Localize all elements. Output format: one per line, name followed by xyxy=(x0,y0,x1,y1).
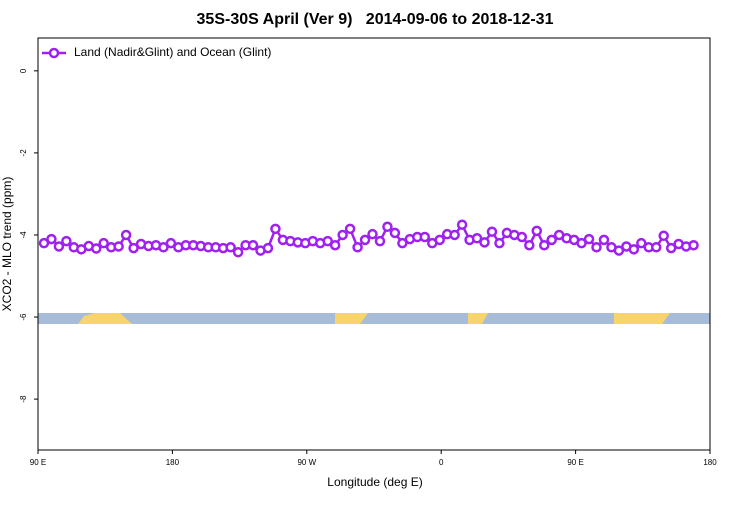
point xyxy=(658,230,669,242)
y-tick-label: -6 xyxy=(19,313,28,321)
point xyxy=(322,235,333,247)
point xyxy=(688,239,699,251)
point xyxy=(494,237,505,249)
point xyxy=(524,239,535,251)
point xyxy=(397,237,408,249)
point xyxy=(38,237,50,249)
point xyxy=(486,226,498,237)
x-tick-label: 90 W xyxy=(297,458,316,467)
point xyxy=(419,231,431,243)
point xyxy=(665,242,677,254)
point xyxy=(650,242,662,253)
point xyxy=(628,244,640,255)
point xyxy=(165,237,177,249)
point xyxy=(352,242,363,253)
point xyxy=(270,223,281,235)
point xyxy=(53,241,65,252)
point xyxy=(591,242,602,253)
point xyxy=(98,237,109,249)
point xyxy=(113,241,124,252)
y-tick-label: -2 xyxy=(19,149,28,157)
x-tick-label: 180 xyxy=(703,458,717,467)
point xyxy=(262,242,274,254)
point xyxy=(516,231,528,243)
x-tick-label: 90 E xyxy=(567,458,583,467)
point xyxy=(158,242,169,253)
point xyxy=(232,246,244,258)
point xyxy=(613,245,625,256)
point xyxy=(576,237,587,249)
point xyxy=(128,242,139,254)
point xyxy=(374,235,386,247)
y-tick-label: -8 xyxy=(19,395,28,403)
point xyxy=(337,229,348,241)
chart-title: 35S-30S April (Ver 9) 2014-09-06 to 2018… xyxy=(197,11,554,28)
point xyxy=(61,235,72,247)
point xyxy=(538,239,550,251)
y-tick-label: 0 xyxy=(19,68,28,73)
point xyxy=(367,228,378,240)
point xyxy=(329,239,341,251)
legend-marker xyxy=(48,47,60,59)
point xyxy=(531,225,543,237)
point xyxy=(344,223,356,235)
point xyxy=(546,234,557,246)
x-axis-label: Longitude (deg E) xyxy=(327,475,422,489)
point xyxy=(120,229,132,241)
point xyxy=(90,243,102,254)
legend-label: Land (Nadir&Glint) and Ocean (Glint) xyxy=(74,45,271,59)
point xyxy=(434,234,445,246)
point xyxy=(359,234,371,246)
point xyxy=(471,233,483,244)
point xyxy=(583,233,595,245)
point xyxy=(449,229,460,241)
point xyxy=(382,221,393,233)
point xyxy=(636,237,647,249)
y-tick-label: -4 xyxy=(19,231,28,239)
y-axis-label: XCO2 - MLO trend (ppm) xyxy=(0,177,14,312)
x-tick-label: 180 xyxy=(166,458,180,467)
point xyxy=(225,242,236,253)
point xyxy=(46,233,57,245)
land-strip xyxy=(38,313,710,324)
point xyxy=(247,239,259,251)
point xyxy=(479,237,490,248)
plot-frame xyxy=(37,37,711,451)
point xyxy=(389,227,401,239)
point xyxy=(456,219,468,230)
point xyxy=(598,234,610,246)
x-tick-label: 90 E xyxy=(30,458,46,467)
x-tick-label: 0 xyxy=(439,458,444,467)
